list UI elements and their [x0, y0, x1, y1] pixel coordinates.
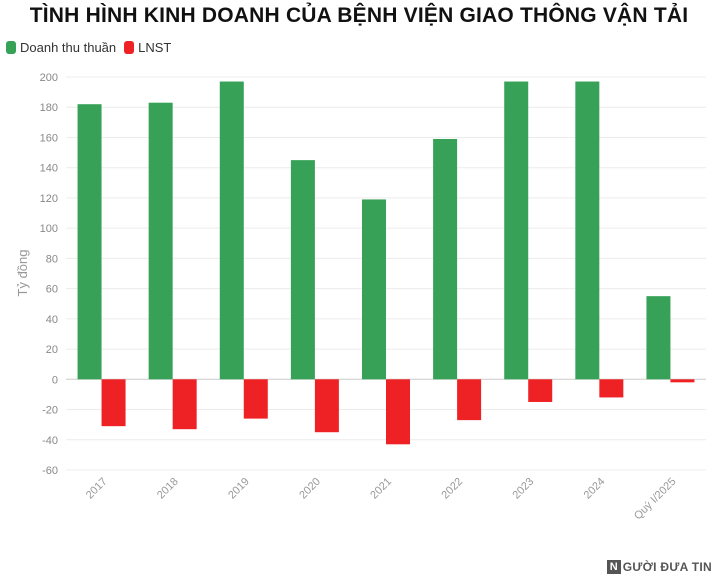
bar-revenue[interactable]: [148, 102, 173, 380]
legend-item-profit[interactable]: LNST: [124, 40, 171, 55]
watermark-box: N: [606, 560, 621, 574]
legend: Doanh thu thuần LNST: [6, 40, 179, 55]
bars: [77, 81, 695, 445]
x-tick-label: 2021: [368, 476, 394, 502]
y-axis-ticks: -60 -40 -20 0 20 40 60 80 100 120 140 160 180 200: [40, 72, 58, 477]
bar-profit[interactable]: [528, 379, 553, 402]
x-axis-ticks: 2017 2018 2019 2020 2021 2022 2023 2024 Quý I/20…: [84, 476, 679, 523]
x-tick-label: 2019: [226, 476, 252, 502]
x-tick-label: Quý I/2025: [632, 476, 679, 523]
bar-revenue[interactable]: [646, 296, 671, 380]
y-tick-label: -40: [42, 435, 58, 447]
y-tick-label: 200: [40, 72, 58, 84]
y-tick-label: 80: [46, 253, 58, 265]
legend-label-profit: LNST: [138, 40, 172, 55]
bar-profit[interactable]: [243, 379, 268, 419]
y-tick-label: 0: [52, 374, 58, 386]
bar-revenue[interactable]: [362, 199, 386, 380]
bar-revenue[interactable]: [290, 160, 315, 380]
y-tick-label: 140: [40, 163, 58, 175]
watermark-logo: N GƯỜI ĐƯA TIN: [606, 560, 712, 574]
x-tick-label: 2018: [155, 476, 181, 502]
bar-revenue[interactable]: [575, 81, 600, 380]
bar-profit[interactable]: [172, 379, 197, 430]
x-tick-label: 2022: [439, 476, 465, 502]
x-tick-label: 2023: [511, 476, 537, 502]
bar-revenue[interactable]: [433, 138, 458, 380]
chart-title: TÌNH HÌNH KINH DOANH CỦA BỆNH VIỆN GIAO …: [29, 4, 689, 27]
legend-swatch-revenue: [6, 41, 16, 54]
bar-profit[interactable]: [599, 379, 624, 398]
x-tick-label: 2024: [582, 476, 608, 502]
legend-swatch-profit: [124, 41, 135, 54]
y-tick-label: -60: [42, 465, 58, 477]
y-tick-label: -20: [42, 405, 58, 417]
x-tick-label: 2020: [297, 476, 323, 502]
y-tick-label: 20: [46, 344, 58, 356]
bar-revenue[interactable]: [219, 81, 244, 380]
y-axis-label: Tỷ đồng: [15, 250, 30, 297]
bar-profit[interactable]: [457, 379, 482, 421]
legend-item-revenue[interactable]: Doanh thu thuần: [6, 40, 116, 55]
bar-profit[interactable]: [670, 379, 695, 383]
bar-revenue[interactable]: [77, 104, 102, 380]
y-tick-label: 120: [40, 193, 58, 205]
x-tick-label: 2017: [84, 476, 110, 502]
bar-profit[interactable]: [314, 379, 339, 433]
bar-profit[interactable]: [386, 379, 410, 445]
y-tick-label: 40: [46, 314, 58, 326]
bar-revenue[interactable]: [504, 81, 529, 380]
y-tick-label: 160: [40, 132, 58, 144]
bar-profit[interactable]: [101, 379, 126, 427]
legend-label-revenue: Doanh thu thuần: [20, 40, 117, 55]
y-tick-label: 180: [40, 102, 58, 114]
y-tick-label: 60: [46, 284, 58, 296]
y-tick-label: 100: [40, 223, 58, 235]
watermark-text: GƯỜI ĐƯA TIN: [622, 560, 712, 574]
